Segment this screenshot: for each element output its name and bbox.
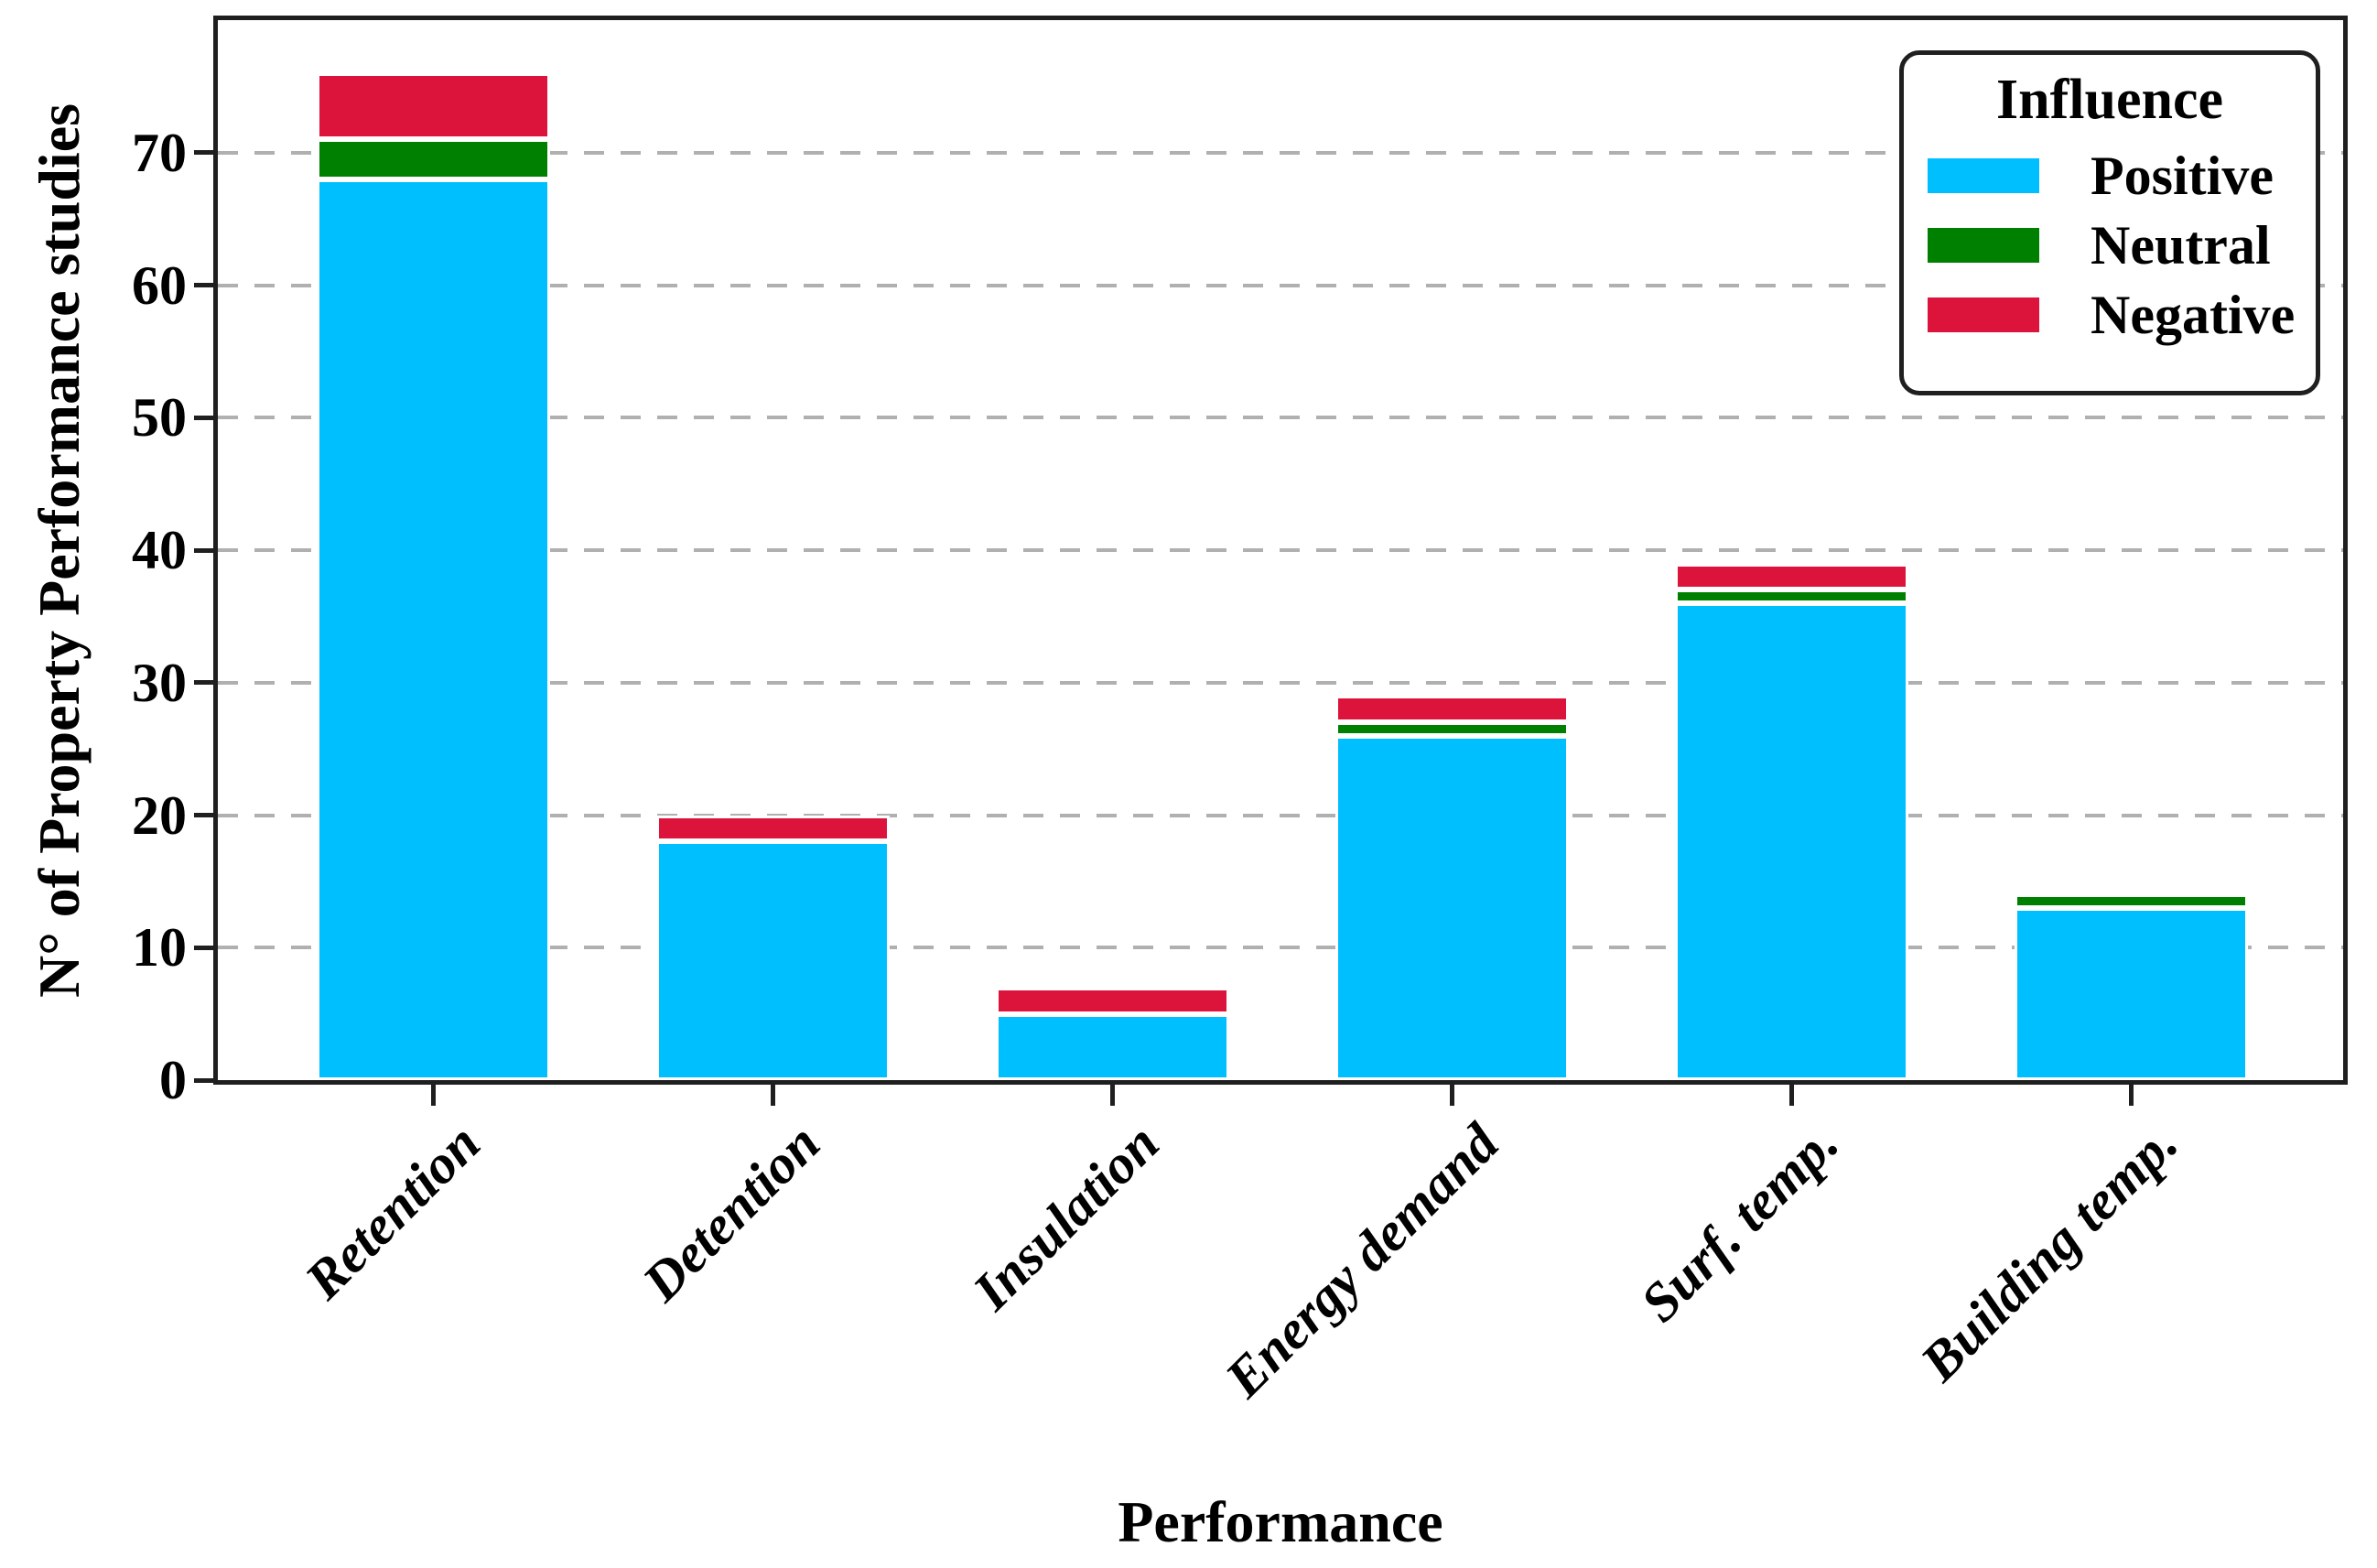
bar-building-temp-neutral [2014, 894, 2248, 908]
y-tick-label-30: 30 [132, 652, 187, 713]
legend-label-neutral: Neutral [2091, 215, 2271, 276]
legend: Influence Positive Neutral Negative [1899, 50, 2320, 395]
x-tick-label-insulation: Insulation [961, 1112, 1171, 1322]
x-tick-label-retention: Retention [293, 1112, 492, 1311]
bar-detention-negative [655, 815, 890, 842]
y-tick-label-50: 50 [132, 387, 187, 449]
legend-item-positive: Positive [1928, 148, 2316, 203]
x-tick-label-surf-temp: Surf. temp. [1628, 1112, 1850, 1334]
bar-energy-demand-negative [1334, 696, 1569, 723]
legend-swatch-negative [1928, 297, 2039, 332]
y-tick-mark-10 [194, 945, 218, 950]
x-tick-mark-retention [430, 1085, 436, 1106]
grid-line-30 [218, 680, 2343, 685]
y-tick-mark-70 [194, 150, 218, 156]
y-tick-mark-50 [194, 415, 218, 420]
x-axis-title: Performance [1118, 1489, 1443, 1554]
bar-insulation-negative [995, 987, 1229, 1014]
legend-items: Positive Neutral Negative [1904, 148, 2316, 342]
y-tick-label-10: 10 [132, 917, 187, 979]
x-tick-mark-energy-demand [1449, 1085, 1454, 1106]
x-tick-label-detention: Detention [631, 1112, 831, 1314]
bar-retention-positive [316, 178, 550, 1080]
legend-label-positive: Positive [2091, 146, 2274, 206]
x-tick-mark-surf-temp [1788, 1085, 1794, 1106]
x-tick-label-building-temp: Building temp. [1908, 1112, 2189, 1393]
grid-line-60 [218, 283, 2343, 287]
y-axis-title: N° of Property Performance studies [27, 103, 92, 998]
y-tick-label-0: 0 [159, 1050, 187, 1110]
legend-item-neutral: Neutral [1928, 218, 2316, 273]
grid-line-10 [218, 946, 2343, 950]
y-tick-mark-20 [194, 813, 218, 817]
y-tick-label-40: 40 [132, 520, 187, 580]
x-tick-mark-insulation [1109, 1085, 1115, 1106]
legend-item-negative: Negative [1928, 287, 2316, 342]
bar-energy-demand-neutral [1334, 722, 1569, 736]
x-tick-mark-building-temp [2128, 1085, 2134, 1106]
bar-surf-temp-negative [1674, 563, 1908, 590]
legend-label-negative: Negative [2091, 285, 2296, 345]
bar-surf-temp-positive [1674, 602, 1908, 1080]
y-tick-mark-60 [194, 283, 218, 287]
y-tick-label-60: 60 [132, 254, 187, 316]
legend-title: Influence [1996, 69, 2223, 131]
y-tick-mark-40 [194, 547, 218, 553]
bar-insulation-positive [995, 1013, 1229, 1080]
bar-retention-neutral [316, 139, 550, 179]
x-tick-mark-detention [770, 1085, 775, 1106]
bar-energy-demand-positive [1334, 735, 1569, 1080]
grid-line-20 [218, 813, 2343, 817]
legend-swatch-positive [1928, 158, 2039, 193]
grid-line-50 [218, 416, 2343, 420]
bar-surf-temp-neutral [1674, 589, 1908, 603]
y-tick-label-20: 20 [132, 784, 187, 846]
bar-building-temp-positive [2014, 907, 2248, 1080]
bar-retention-negative [316, 72, 550, 140]
bar-detention-positive [655, 841, 890, 1080]
y-tick-mark-30 [194, 680, 218, 686]
grid-line-70 [218, 150, 2343, 155]
grid-line-40 [218, 548, 2343, 552]
x-tick-label-energy-demand: Energy demand [1214, 1112, 1510, 1409]
y-tick-label-70: 70 [132, 122, 187, 183]
legend-swatch-neutral [1928, 228, 2039, 263]
y-tick-mark-0 [194, 1077, 218, 1083]
